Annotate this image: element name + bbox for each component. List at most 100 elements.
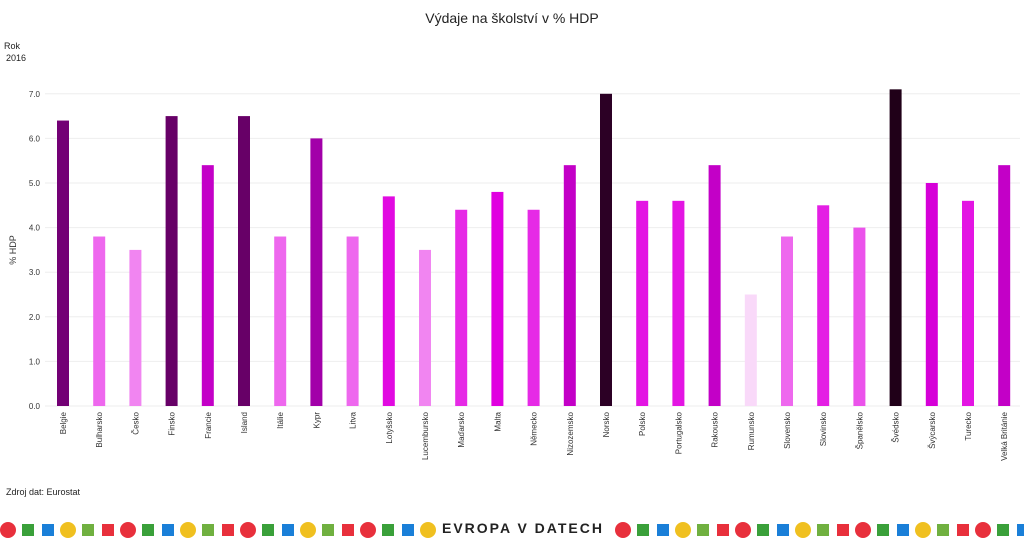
decor-icon <box>162 524 174 536</box>
x-tick-label: Německo <box>530 411 539 445</box>
bar[interactable] <box>708 165 721 406</box>
bar[interactable] <box>962 200 974 406</box>
decor-icon <box>382 524 394 536</box>
decor-icon <box>717 524 729 536</box>
bar[interactable] <box>201 165 214 406</box>
decor-icon <box>0 522 16 538</box>
decor-icon <box>102 524 114 536</box>
bar[interactable] <box>853 227 866 406</box>
bar[interactable] <box>274 236 287 406</box>
decor-icon <box>1017 524 1024 536</box>
x-tick-label: Rakousko <box>711 411 720 447</box>
decor-icon <box>22 524 34 536</box>
x-tick-label: Nizozemsko <box>566 411 575 455</box>
decor-icon <box>997 524 1009 536</box>
decor-icon <box>757 524 769 536</box>
decor-icon <box>937 524 949 536</box>
bar[interactable] <box>382 196 395 406</box>
x-tick-label: Finsko <box>168 411 177 435</box>
decor-icon <box>120 522 136 538</box>
bar[interactable] <box>491 191 504 406</box>
y-tick-label: 0.0 <box>29 402 41 411</box>
decor-icon <box>360 522 376 538</box>
decor-icon <box>637 524 649 536</box>
x-tick-label: Polsko <box>638 411 647 436</box>
y-tick-label: 6.0 <box>29 134 41 143</box>
decor-icon <box>877 524 889 536</box>
x-tick-label: Lucembursko <box>421 411 430 460</box>
chart-title: Výdaje na školství v % HDP <box>425 10 599 26</box>
bar[interactable] <box>129 249 142 406</box>
year-filter[interactable]: Rok 2016 <box>4 40 26 64</box>
x-tick-label: Bulharsko <box>95 411 104 447</box>
y-tick-label: 3.0 <box>29 268 41 277</box>
decor-icon <box>615 522 631 538</box>
x-tick-label: Švédsko <box>892 411 901 442</box>
bar[interactable] <box>346 236 359 406</box>
decor-icon <box>202 524 214 536</box>
x-tick-label: Česko <box>131 411 140 434</box>
decor-icon <box>675 522 691 538</box>
decor-icon <box>855 522 871 538</box>
x-tick-label: Lotyšsko <box>385 411 394 443</box>
decor-icon <box>282 524 294 536</box>
y-axis-label: % HDP <box>8 235 18 265</box>
x-tick-label: Maďarsko <box>457 411 466 447</box>
footer-icons <box>0 522 1024 538</box>
x-tick-label: Turecko <box>964 411 973 440</box>
data-source: Zdroj dat: Eurostat <box>6 487 81 497</box>
decor-icon <box>420 522 436 538</box>
bar[interactable] <box>419 249 431 406</box>
bar[interactable] <box>57 120 69 406</box>
year-label: Rok <box>4 41 21 51</box>
year-value: 2016 <box>6 53 27 63</box>
bar[interactable] <box>527 209 540 406</box>
x-tick-label: Island <box>240 412 249 433</box>
y-tick-label: 2.0 <box>29 313 41 322</box>
x-tick-label: Slovinsko <box>819 411 828 446</box>
x-tick-label: Slovensko <box>783 411 792 448</box>
x-tick-label: Velká Británie <box>1000 411 1009 460</box>
decor-icon <box>342 524 354 536</box>
bar[interactable] <box>93 236 106 406</box>
bar[interactable] <box>165 116 178 406</box>
bar-chart: % HDP 0.0 1.0 2.0 3.0 4.0 5.0 6.0 7.0 Belgie Bulh… <box>8 89 1020 461</box>
bar[interactable] <box>925 183 938 406</box>
decor-icon <box>777 524 789 536</box>
bar[interactable] <box>817 205 830 406</box>
decor-icon <box>817 524 829 536</box>
decor-icon <box>957 524 969 536</box>
x-tick-label: Švýcarsko <box>928 411 937 448</box>
decor-icon <box>222 524 234 536</box>
decor-icon <box>795 522 811 538</box>
decor-icon <box>180 522 196 538</box>
decor-icon <box>300 522 316 538</box>
bar[interactable] <box>600 93 612 407</box>
bar[interactable] <box>998 165 1011 406</box>
bar[interactable] <box>636 200 649 406</box>
decor-icon <box>837 524 849 536</box>
y-tick-label: 4.0 <box>29 224 41 233</box>
logo: EVROPA V DATECH <box>442 520 604 536</box>
bar[interactable] <box>781 236 793 406</box>
bar[interactable] <box>744 294 757 407</box>
bar[interactable] <box>672 200 685 406</box>
decor-icon <box>322 524 334 536</box>
decor-icon <box>897 524 909 536</box>
decor-icon <box>975 522 991 538</box>
decor-icon <box>697 524 709 536</box>
x-tick-label: Kypr <box>312 412 321 429</box>
bar[interactable] <box>238 116 250 406</box>
decor-icon <box>735 522 751 538</box>
bar[interactable] <box>455 209 468 406</box>
x-tick-label: Rumunsko <box>747 411 756 450</box>
decor-icon <box>240 522 256 538</box>
decor-icon <box>262 524 274 536</box>
bar[interactable] <box>563 165 576 406</box>
bar[interactable] <box>310 138 323 406</box>
decor-icon <box>42 524 54 536</box>
x-tick-label: Litva <box>349 411 358 428</box>
x-tick-label: Španělsko <box>855 411 864 449</box>
x-tick-label: Malta <box>493 411 502 431</box>
bar[interactable] <box>889 89 902 406</box>
